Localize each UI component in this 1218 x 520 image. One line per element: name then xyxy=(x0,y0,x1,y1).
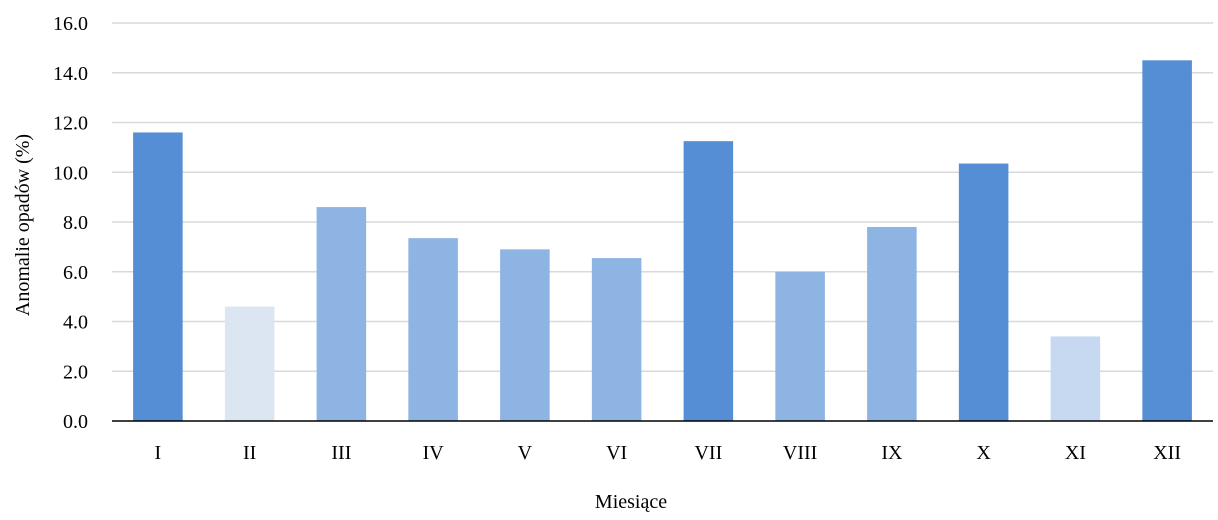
y-tick-label: 16.0 xyxy=(53,13,88,35)
x-tick-labels: I II III IV V VI VII VIII IX X XI XII xyxy=(155,442,1181,464)
y-tick-label: 8.0 xyxy=(63,212,88,234)
y-tick-label: 14.0 xyxy=(53,63,88,85)
y-tick-label: 0.0 xyxy=(63,411,88,433)
x-tick-label: II xyxy=(243,442,256,464)
y-tick-label: 2.0 xyxy=(63,361,88,383)
x-tick-label: V xyxy=(518,442,533,464)
x-tick-label: XI xyxy=(1065,442,1086,464)
x-tick-label: XII xyxy=(1153,442,1181,464)
x-tick-label: IV xyxy=(423,442,445,464)
y-tick-label: 12.0 xyxy=(53,113,88,135)
bar-iv xyxy=(408,238,458,421)
bar-xii xyxy=(1142,60,1192,421)
bar-viii xyxy=(775,271,825,421)
x-tick-label: III xyxy=(331,442,351,464)
y-gridlines xyxy=(112,22,1213,372)
x-tick-label: I xyxy=(155,442,162,464)
bar-xi xyxy=(1050,336,1101,421)
bar-x xyxy=(958,163,1009,421)
bars xyxy=(133,60,1192,421)
bar-ii xyxy=(224,306,275,421)
bar-ix xyxy=(867,226,917,421)
bar-iii xyxy=(316,207,367,421)
x-tick-label: X xyxy=(976,442,991,464)
y-tick-label: 6.0 xyxy=(63,262,88,284)
bar-vi xyxy=(591,258,642,421)
y-tick-label: 4.0 xyxy=(63,312,88,334)
bar-v xyxy=(500,249,550,421)
x-tick-label: VII xyxy=(694,442,722,464)
x-axis-title: Miesiące xyxy=(595,491,667,513)
y-tick-labels: 0.0 2.0 4.0 6.0 8.0 10.0 12.0 14.0 16.0 xyxy=(53,13,88,433)
x-tick-label: VI xyxy=(606,442,627,464)
y-axis-title: Anomalie opadów (%) xyxy=(12,134,34,316)
y-tick-label: 10.0 xyxy=(53,162,88,184)
x-tick-label: IX xyxy=(881,442,903,464)
bar-i xyxy=(133,132,183,421)
x-tick-label: VIII xyxy=(783,442,817,464)
bar-vii xyxy=(683,141,734,421)
